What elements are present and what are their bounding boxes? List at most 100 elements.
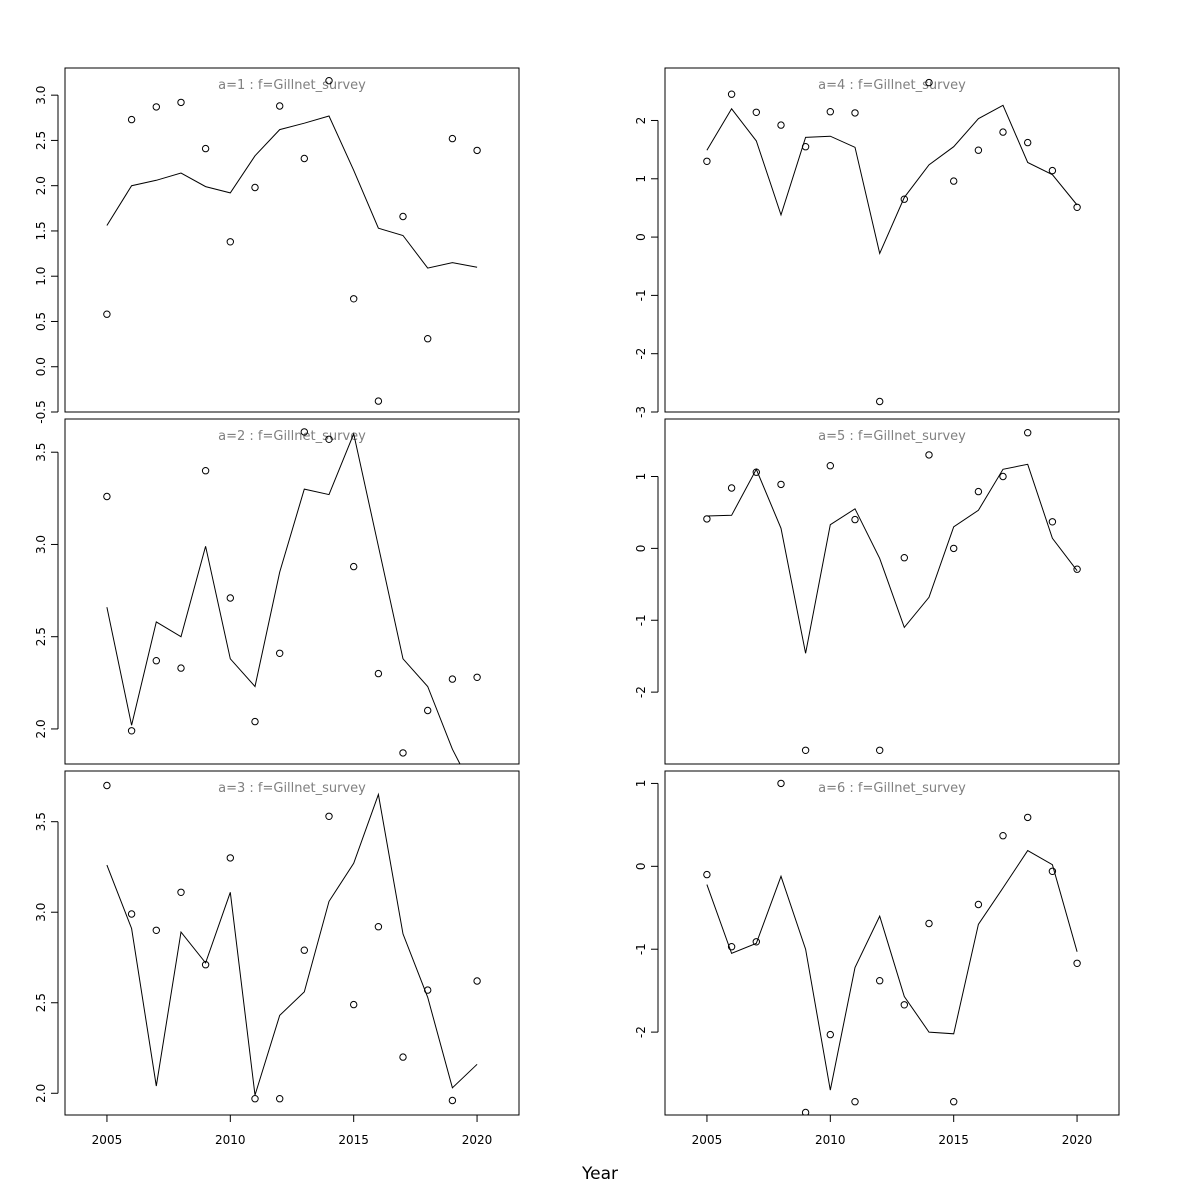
panel-5-y-tick-label: 0 — [634, 545, 648, 553]
panel-2-y-axis: 2.0 2.5 3.0 3.5 — [34, 443, 59, 738]
panel-2-observed-point — [226, 594, 235, 602]
panel-3-observed-point — [424, 986, 432, 994]
panel-1-observed-point — [152, 103, 161, 111]
panel-2-observed-point — [374, 669, 383, 678]
panel-5-observed-point — [1073, 565, 1081, 573]
panel-5-frame — [664, 418, 1120, 765]
panel-1-observed-point — [325, 77, 333, 85]
panel-2-y-tick-label: 2.0 — [34, 719, 48, 738]
panel-6-observed-point — [950, 1098, 958, 1106]
x-tick-label: 2020 — [1062, 1133, 1093, 1147]
panel-4-y-tick-label: -2 — [634, 348, 648, 360]
panel-6-observed-point — [703, 870, 711, 879]
panel-4-y-tick-label: -3 — [634, 406, 648, 418]
panel-5-observed-point — [801, 746, 810, 754]
panel-1-observed-point — [424, 335, 432, 343]
panel-5-observed-point — [1024, 429, 1032, 437]
panel-5-observed-point — [950, 544, 958, 553]
panel-5-y-axis: -2 -1 0 1 — [634, 473, 659, 698]
panel-1-y-tick-label: 0.5 — [34, 312, 48, 331]
panel-1-y-tick-label: 1.5 — [34, 221, 48, 240]
panel-6-y-axis: -2 -1 0 1 — [634, 780, 659, 1038]
panel-1-observed-point — [300, 154, 308, 163]
panel-5-y-tick-label: -1 — [634, 614, 648, 626]
panel-6-observed-point — [851, 1098, 859, 1106]
panel-3-observed-point — [201, 961, 210, 969]
panel-2-observed-point — [276, 649, 284, 657]
x-axis-col-1: 2005 2010 2015 2020 — [92, 1114, 492, 1147]
panel-5-observed-point — [974, 487, 983, 496]
panel-6-observed-point — [999, 832, 1007, 840]
panel-6-observed-point — [826, 1030, 834, 1039]
panel-1-observed-point — [127, 115, 136, 124]
panel-3-observed-point — [103, 781, 111, 790]
panel-5: a=5 : f=Gillnet_survey -2 -1 0 1 — [634, 418, 1120, 765]
panel-6-y-tick-label: -2 — [634, 1026, 648, 1038]
panel-3-observed-point — [300, 946, 308, 954]
panel-3-observed-point — [177, 888, 185, 896]
panel-3-frame — [64, 770, 520, 1116]
x-axis-col-2: 2005 2010 2015 2020 — [692, 1114, 1093, 1147]
panel-4-y-tick-label: 0 — [634, 233, 648, 241]
panel-1: a=1 : f=Gillnet_survey -0.5 0.0 0.5 1.0 1.5 2.… — [34, 67, 520, 424]
panel-1-observed-point — [276, 102, 284, 110]
panel-1-observed-point — [103, 310, 111, 318]
panel-3-observed-point — [127, 910, 136, 918]
panel-1-observed-point — [399, 212, 407, 221]
panel-4-y-tick-label: 1 — [634, 175, 648, 183]
panels-group: a=1 : f=Gillnet_survey -0.5 0.0 0.5 1.0 1.5 2.… — [34, 67, 1120, 1116]
panel-1-y-tick-label: 1.0 — [34, 267, 48, 286]
panel-4-y-tick-label: 2 — [634, 117, 648, 125]
x-tick-label: 2005 — [692, 1133, 723, 1147]
panel-6-title: a=6 : f=Gillnet_survey — [818, 781, 966, 796]
panel-4-observed-point — [752, 108, 760, 117]
panel-2: a=2 : f=Gillnet_survey 2.0 2.5 3.0 3.5 — [34, 418, 520, 765]
panel-5-y-tick-label: -2 — [634, 686, 648, 698]
panel-5-observed-point — [925, 451, 933, 459]
panel-1-y-tick-label: 0.0 — [34, 357, 48, 376]
x-tick-label: 2010 — [215, 1133, 246, 1147]
panel-4: a=4 : f=Gillnet_survey -3 -2 -1 0 1 2 — [634, 67, 1120, 418]
panel-6-frame — [664, 770, 1120, 1116]
panel-1-frame — [64, 67, 520, 413]
panel-1-title: a=1 : f=Gillnet_survey — [218, 78, 366, 93]
panel-3-y-tick-label: 2.5 — [34, 993, 48, 1012]
x-tick-label: 2010 — [815, 1133, 846, 1147]
panel-6-observed-point — [1073, 959, 1081, 967]
panel-3-observed-point — [226, 854, 235, 862]
panel-5-fitted-line — [706, 463, 1078, 654]
x-tick-label: 2015 — [938, 1133, 969, 1147]
panel-4-title: a=4 : f=Gillnet_survey — [818, 78, 966, 93]
panel-4-observed-point — [1024, 138, 1032, 147]
panel-3-observed-point — [350, 1000, 358, 1009]
panel-5-observed-point — [851, 515, 859, 524]
panel-4-observed-point — [801, 143, 810, 151]
panel-3-observed-point — [251, 1095, 259, 1103]
panel-3-observed-point — [325, 812, 333, 820]
panel-2-observed-point — [399, 749, 407, 757]
panel-6-observed-point — [925, 919, 933, 928]
panel-2-observed-point — [152, 657, 161, 665]
panel-2-y-tick-label: 3.0 — [34, 535, 48, 554]
panel-5-observed-point — [703, 515, 711, 523]
panel-4-observed-point — [777, 121, 785, 129]
panel-4-observed-point — [1073, 203, 1081, 212]
panel-5-observed-point — [777, 480, 785, 489]
panel-5-y-tick-label: 1 — [634, 473, 648, 481]
panel-4-observed-point — [999, 128, 1007, 136]
x-tick-label: 2005 — [92, 1133, 123, 1147]
panel-3-observed-point — [448, 1096, 457, 1105]
panel-2-title: a=2 : f=Gillnet_survey — [218, 429, 366, 444]
panel-4-observed-point — [826, 108, 834, 116]
panel-1-observed-point — [374, 397, 383, 405]
panel-2-observed-point — [325, 435, 333, 443]
panel-1-y-tick-label: -0.5 — [34, 400, 48, 423]
panel-2-observed-point — [177, 664, 185, 672]
panel-5-observed-point — [900, 554, 908, 562]
panel-6-y-tick-label: 1 — [634, 780, 648, 788]
panel-2-observed-point — [300, 428, 308, 436]
panel-3-observed-point — [374, 923, 383, 931]
panel-6-observed-point — [727, 943, 736, 951]
panel-6-fitted-line — [706, 849, 1078, 1091]
panel-3-fitted-line — [106, 792, 478, 1096]
